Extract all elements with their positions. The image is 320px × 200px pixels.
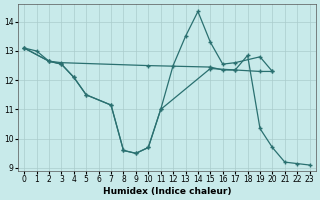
X-axis label: Humidex (Indice chaleur): Humidex (Indice chaleur): [103, 187, 231, 196]
